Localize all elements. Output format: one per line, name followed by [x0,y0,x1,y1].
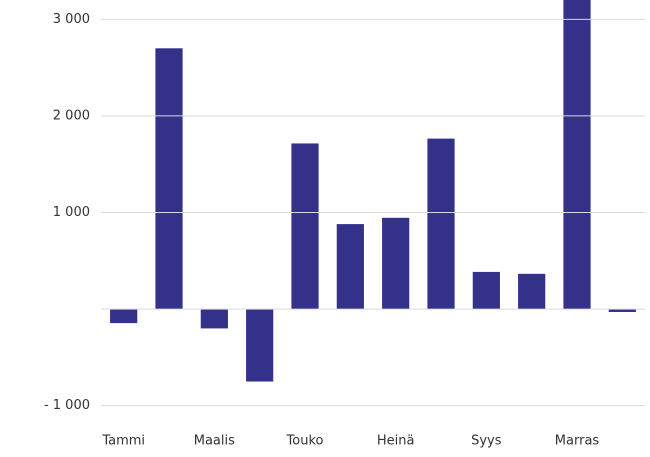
x-tick-label: Heinä [377,434,415,449]
bar [336,224,364,310]
y-tick-label: 2 000 [53,108,90,123]
bar [608,309,636,312]
bar [291,143,319,310]
bar [472,271,500,310]
bar [563,0,591,310]
bar [382,217,410,310]
x-tick-label: Touko [286,434,324,449]
x-tick-label: Maalis [194,434,235,449]
bar [518,273,546,310]
y-tick-label: 1 000 [53,205,90,220]
y-tick-label: - 1 000 [44,398,90,413]
bar [246,309,274,382]
bar [155,48,183,310]
bar [110,309,138,324]
x-tick-label: Marras [555,434,600,449]
x-tick-label: Syys [471,434,502,449]
bar [427,138,455,310]
y-tick-label: 3 000 [53,12,90,27]
x-tick-label: Tammi [101,434,145,449]
plot-area [110,0,636,382]
bar [200,309,228,329]
